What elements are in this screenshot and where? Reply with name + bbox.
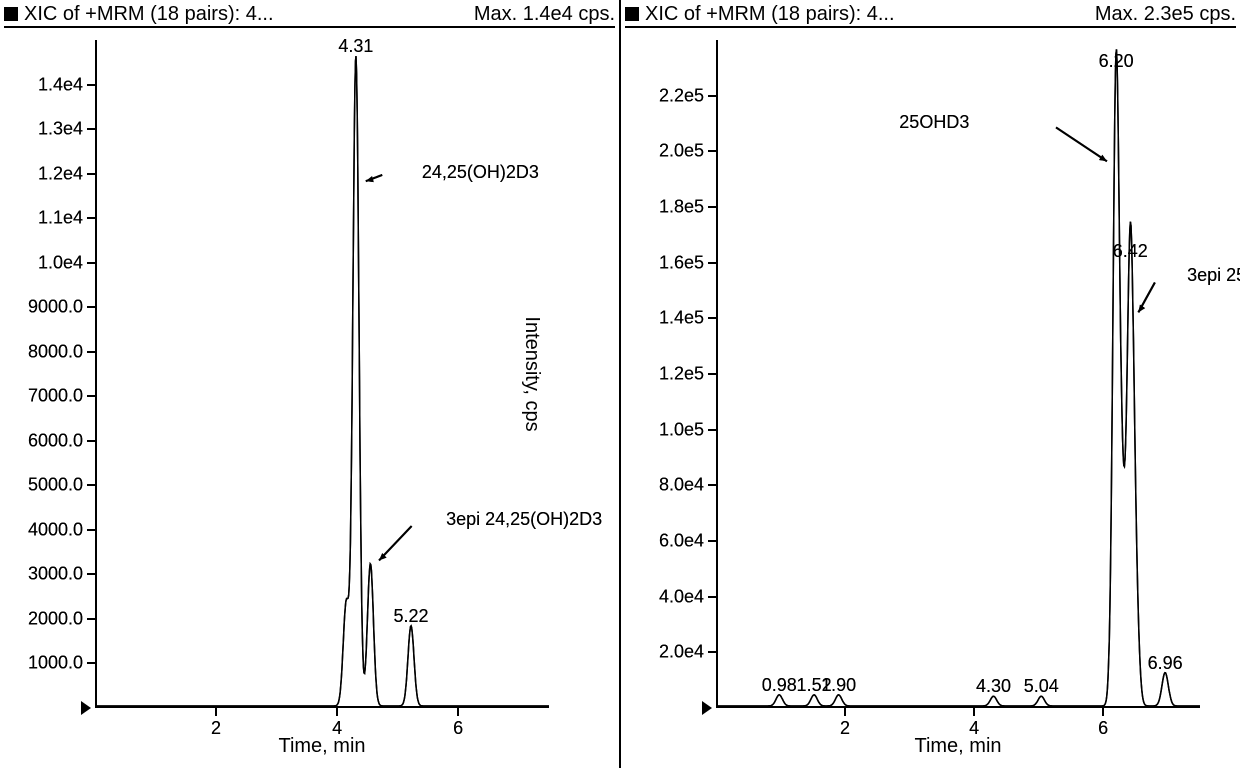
y-tick-label: 1.4e4 xyxy=(38,74,95,95)
y-tick-label: 7000.0 xyxy=(28,386,95,407)
right-header-max: Max. 2.3e5 cps. xyxy=(1095,3,1236,26)
y-tick-label: 6000.0 xyxy=(28,430,95,451)
header-marker-icon xyxy=(4,7,18,21)
annotation-arrow xyxy=(716,40,1200,708)
left-panel: XIC of +MRM (18 pairs): 4... Max. 1.4e4 … xyxy=(0,0,621,768)
y-tick-label: 1.1e4 xyxy=(38,208,95,229)
left-x-axis-title: Time, min xyxy=(278,735,365,758)
x-tick-label: 6 xyxy=(1098,708,1108,739)
right-header-title: XIC of +MRM (18 pairs): 4... xyxy=(645,3,1095,26)
y-tick-label: 1.8e5 xyxy=(659,197,716,218)
right-x-axis-title: Time, min xyxy=(914,735,1001,758)
x-tick-label: 2 xyxy=(840,708,850,739)
y-tick-label: 1.4e5 xyxy=(659,308,716,329)
left-plot-area: Time, min Intensity, cps 1000.02000.0300… xyxy=(95,40,549,708)
y-tick-label: 1.3e4 xyxy=(38,119,95,140)
y-tick-label: 2.0e5 xyxy=(659,141,716,162)
left-header-title: XIC of +MRM (18 pairs): 4... xyxy=(24,3,474,26)
left-header: XIC of +MRM (18 pairs): 4... Max. 1.4e4 … xyxy=(4,2,615,28)
annotation-arrow xyxy=(95,40,549,708)
y-tick-label: 4000.0 xyxy=(28,519,95,540)
header-marker-icon xyxy=(625,7,639,21)
x-tick-label: 2 xyxy=(211,708,221,739)
y-tick-label: 1.6e5 xyxy=(659,252,716,273)
y-tick-label: 2000.0 xyxy=(28,608,95,629)
figure-container: XIC of +MRM (18 pairs): 4... Max. 1.4e4 … xyxy=(0,0,1240,768)
y-tick-label: 1.0e5 xyxy=(659,419,716,440)
y-tick-label: 3000.0 xyxy=(28,564,95,585)
x-tick-label: 4 xyxy=(969,708,979,739)
y-tick-label: 1.2e5 xyxy=(659,364,716,385)
x-tick-label: 4 xyxy=(332,708,342,739)
y-tick-label: 2.2e5 xyxy=(659,85,716,106)
y-tick-label: 5000.0 xyxy=(28,475,95,496)
x-tick-label: 6 xyxy=(453,708,463,739)
left-header-max: Max. 1.4e4 cps. xyxy=(474,3,615,26)
annotation-label: 3epi 24,25(OH)2D3 xyxy=(446,509,602,530)
y-tick-label: 8000.0 xyxy=(28,341,95,362)
y-tick-label: 9000.0 xyxy=(28,297,95,318)
y-tick-label: 4.0e4 xyxy=(659,586,716,607)
origin-marker-icon xyxy=(702,701,712,715)
right-panel: XIC of +MRM (18 pairs): 4... Max. 2.3e5 … xyxy=(621,0,1240,768)
y-tick-label: 1.2e4 xyxy=(38,163,95,184)
annotation-label: 3epi 25OHD3 xyxy=(1187,265,1240,286)
y-tick-label: 2.0e4 xyxy=(659,642,716,663)
y-tick-label: 1.0e4 xyxy=(38,252,95,273)
origin-marker-icon xyxy=(81,701,91,715)
y-tick-label: 8.0e4 xyxy=(659,475,716,496)
y-tick-label: 6.0e4 xyxy=(659,531,716,552)
right-plot-area: Time, min 2.0e44.0e46.0e48.0e41.0e51.2e5… xyxy=(716,40,1200,708)
y-tick-label: 1000.0 xyxy=(28,653,95,674)
right-header: XIC of +MRM (18 pairs): 4... Max. 2.3e5 … xyxy=(625,2,1236,28)
